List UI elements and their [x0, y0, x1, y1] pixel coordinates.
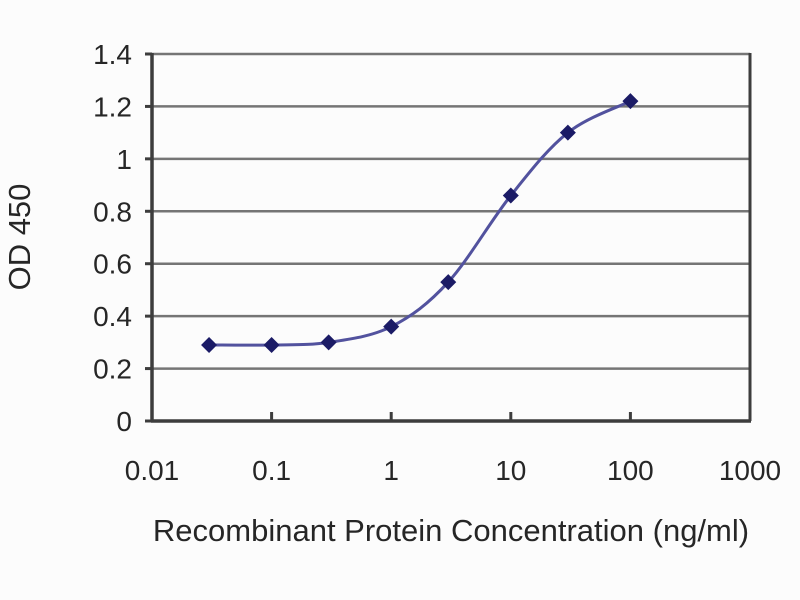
y-tick-label: 0.8 [93, 196, 132, 227]
y-tick-label: 1.4 [93, 39, 132, 70]
x-tick-label: 0.01 [125, 455, 180, 486]
y-tick-label: 0.6 [93, 249, 132, 280]
tick-labels-group: 0 0.2 0.4 0.6 0.8 1 1.2 1.4 0.01 0.1 1 10 100 1000 [93, 39, 781, 486]
data-point-marker [559, 124, 576, 141]
x-axis-title: Recombinant Protein Concentration (ng/ml… [153, 513, 749, 548]
y-tick-label: 1 [116, 144, 132, 175]
y-tick-label: 0.2 [93, 354, 132, 385]
data-point-marker [502, 187, 519, 204]
data-point-marker [383, 318, 400, 335]
x-tick-label: 0.1 [252, 455, 291, 486]
x-tick-label: 10 [495, 455, 526, 486]
ticks-group [145, 52, 752, 423]
data-point-marker [263, 336, 280, 353]
y-tick-label: 1.2 [93, 91, 132, 122]
data-point-marker [622, 93, 639, 110]
x-tick-label: 1000 [719, 455, 781, 486]
series-line [209, 99, 632, 347]
data-series-group [201, 93, 639, 353]
y-tick-label: 0.4 [93, 301, 132, 332]
data-point-marker [320, 334, 337, 351]
data-point-marker [440, 274, 457, 291]
axes-group [150, 53, 752, 423]
y-tick-label: 0 [116, 406, 132, 437]
y-axis-title: OD 450 [2, 184, 37, 291]
x-tick-label: 100 [607, 455, 654, 486]
gridlines-group [152, 52, 750, 370]
x-tick-label: 1 [383, 455, 399, 486]
data-point-marker [201, 336, 218, 353]
